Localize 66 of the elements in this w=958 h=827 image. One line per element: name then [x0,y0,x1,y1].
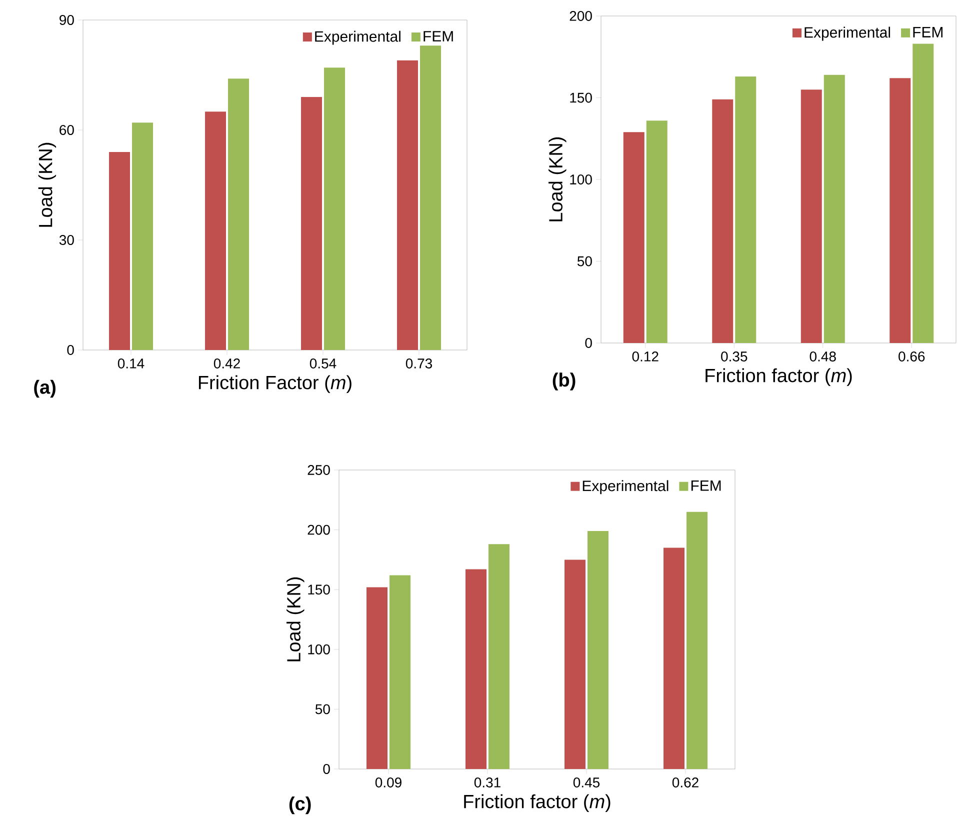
y-tick-label: 250 [308,465,330,475]
x-tick-label: 0.45 [573,778,600,788]
y-tick-label: 30 [59,235,74,245]
text: (c) [289,796,311,814]
bar [912,44,934,343]
x-tick-label: 0.54 [310,358,336,368]
x-axis-title: Friction Factor (m) [198,375,352,394]
bar [324,68,346,350]
x-tick-label: 0.73 [406,358,432,368]
y-tick-label: 0 [585,338,592,348]
y-axis-title: Load (KN) [38,142,56,227]
x-tick-label: 0.09 [375,778,402,788]
bar [390,575,411,769]
x-tick-label: 0.35 [721,352,748,362]
text: (a) [34,380,56,398]
y-axis-title: Load (KN) [286,577,304,662]
bar [800,90,822,343]
bar [397,60,418,350]
bar [686,512,708,769]
y-tick-label: 50 [315,704,330,714]
bar [664,548,685,769]
bar [564,560,586,769]
bar [205,112,226,350]
bar [109,152,130,350]
bar [712,99,734,343]
x-tick-label: 0.42 [214,358,240,368]
legend-label: Experimental [582,480,668,494]
x-axis-title: Friction factor (m) [706,368,852,386]
y-tick-label: 0 [67,345,74,355]
bar [466,569,487,769]
bar [646,120,668,343]
bar [488,544,510,769]
bar [588,530,609,769]
text: (b) [552,372,576,390]
y-tick-label: 0 [323,764,330,774]
y-tick-label: 100 [570,174,592,184]
y-tick-label: 150 [570,92,592,103]
y-tick-label: 200 [308,524,330,535]
legend-label: FEM [424,31,453,42]
legend-label: FEM [691,480,721,491]
legend-label: Experimental [315,30,400,45]
y-tick-label: 60 [60,125,74,135]
x-tick-label: 0.62 [672,778,698,788]
y-tick-label: 150 [308,584,330,595]
bar [735,76,756,343]
y-tick-label: 50 [577,256,592,266]
bar [132,122,153,350]
x-tick-label: 0.48 [810,352,836,362]
y-tick-label: 200 [570,11,592,21]
y-tick-label: 90 [60,15,74,25]
bar [824,74,845,343]
bar [366,587,388,769]
y-axis-title: Load (KN) [548,137,566,222]
bar [890,78,911,343]
x-tick-label: 0.14 [118,358,144,368]
x-tick-label: 0.31 [474,778,500,788]
x-tick-label: 0.66 [898,352,925,362]
legend-label: FEM [913,27,942,38]
bar [228,78,249,350]
y-tick-label: 100 [308,644,330,654]
x-axis-title: Friction factor (m) [464,794,610,812]
x-tick-label: 0.12 [632,352,658,362]
bar [301,97,322,350]
bar [420,46,442,350]
legend-label: Experimental [804,26,890,41]
bar [623,132,644,343]
